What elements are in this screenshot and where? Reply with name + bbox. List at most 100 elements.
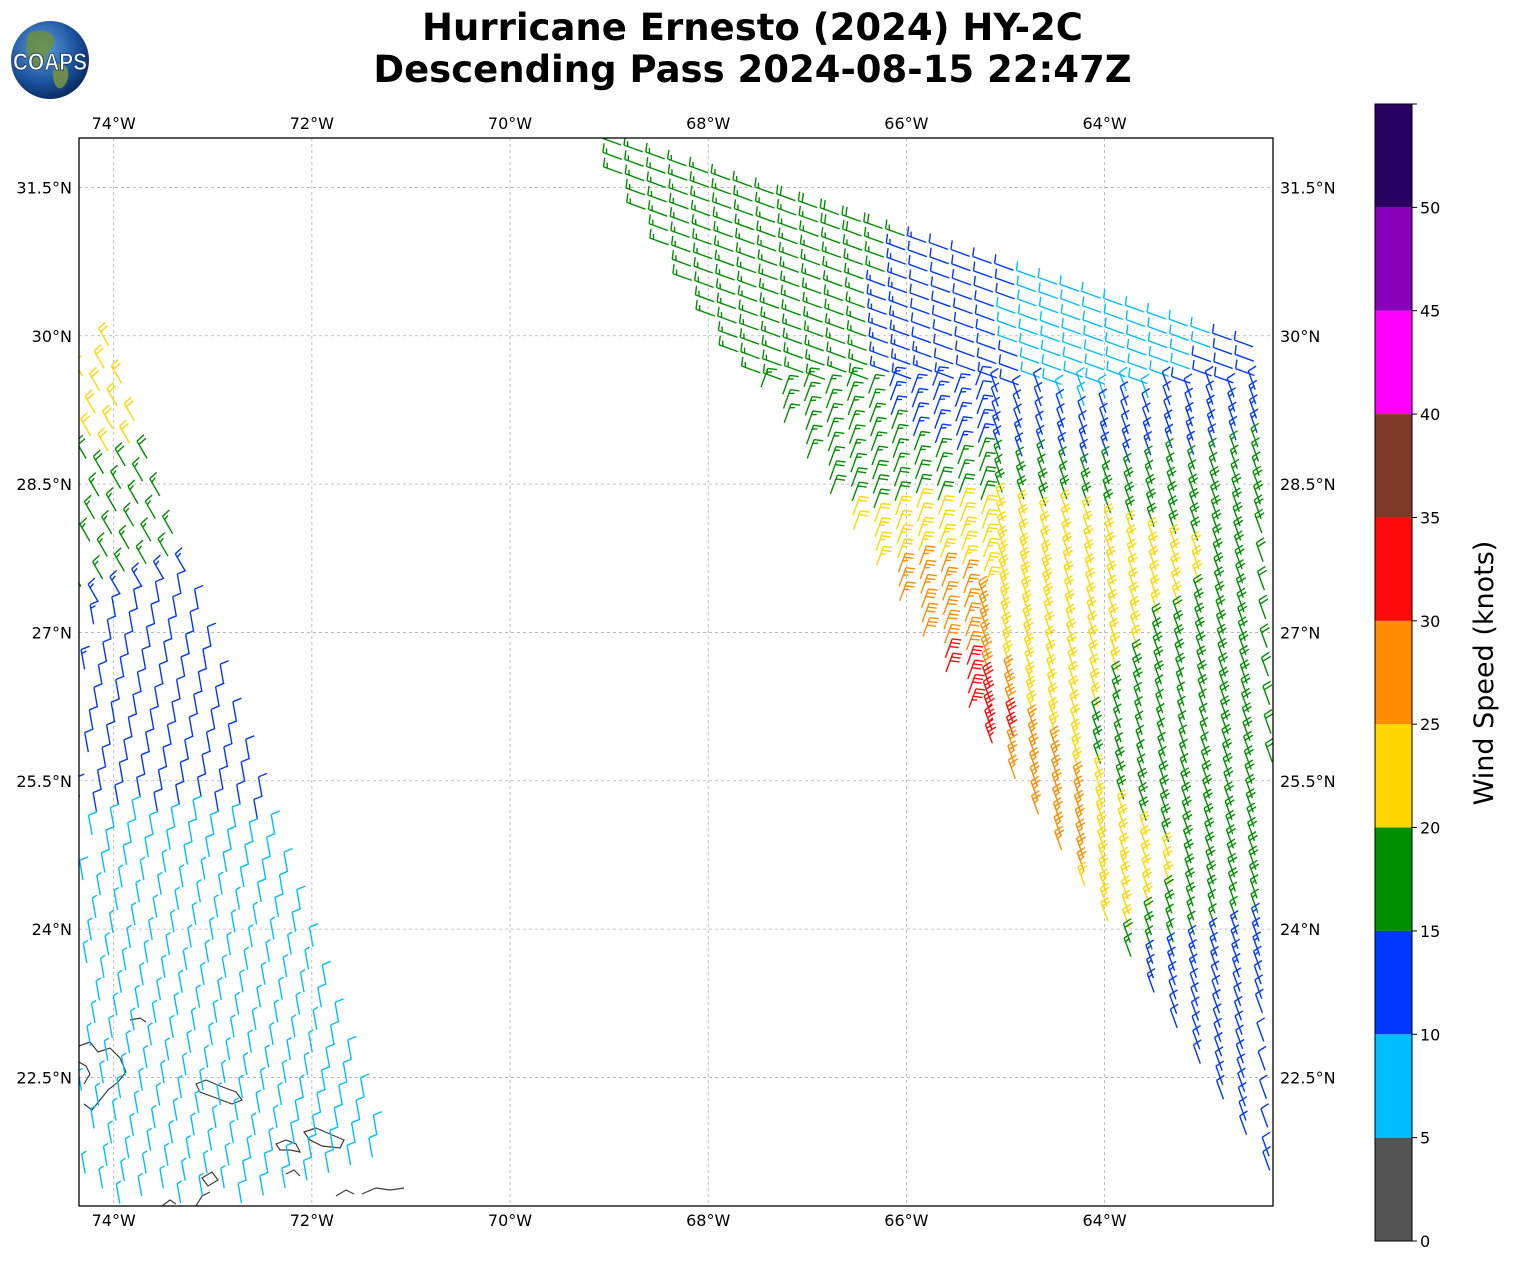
wind-barb xyxy=(151,999,158,1023)
wind-barb xyxy=(1212,338,1233,355)
wind-barb xyxy=(1004,682,1017,708)
wind-barb xyxy=(90,999,97,1024)
wind-barb xyxy=(250,1112,257,1136)
wind-barb xyxy=(135,879,141,903)
wind-barb xyxy=(870,431,888,451)
wind-barb xyxy=(123,735,133,760)
wind-barb xyxy=(944,638,962,658)
wind-barb xyxy=(196,772,207,797)
wind-barb xyxy=(782,327,803,345)
wind-barb xyxy=(251,1006,258,1031)
wind-barb xyxy=(1263,709,1273,734)
wind-barb xyxy=(1052,797,1063,822)
wind-barb xyxy=(783,403,801,424)
wind-barb xyxy=(355,1095,365,1120)
wind-barb xyxy=(802,291,823,309)
colorbar-tick-label: 5 xyxy=(1420,1129,1430,1148)
wind-barb xyxy=(1101,445,1110,471)
wind-barb xyxy=(217,871,224,895)
wind-barb xyxy=(1075,367,1085,392)
wind-barb xyxy=(982,675,995,701)
wind-barb xyxy=(208,1022,214,1046)
wind-barb xyxy=(647,200,668,217)
wind-barb xyxy=(1233,330,1254,348)
wind-barb xyxy=(220,1059,227,1083)
wind-barb xyxy=(825,374,842,395)
wind-barb xyxy=(844,277,865,294)
wind-barb xyxy=(126,924,132,948)
wind-barb xyxy=(984,566,1002,586)
wind-barb xyxy=(214,682,225,707)
wind-barb xyxy=(806,438,824,459)
wind-barb xyxy=(1149,360,1169,377)
wind-barb xyxy=(295,991,301,1015)
wind-barb xyxy=(762,349,782,367)
wind-barb xyxy=(226,825,237,850)
wind-barb xyxy=(1100,896,1111,922)
wind-barb xyxy=(895,509,913,530)
wind-barb xyxy=(1002,639,1013,665)
wind-barb xyxy=(1213,366,1234,384)
lon-label-bottom: 68°W xyxy=(686,1211,730,1230)
wind-barb xyxy=(933,394,951,415)
wind-barb xyxy=(1042,567,1053,593)
wind-barb xyxy=(231,802,241,827)
wind-barb xyxy=(1143,445,1153,470)
wind-barb xyxy=(868,327,889,344)
wind-barb xyxy=(1191,1010,1201,1036)
wind-barb xyxy=(961,530,978,551)
wind-barb xyxy=(84,389,96,414)
wind-barb xyxy=(1081,296,1102,314)
wind-barb xyxy=(123,396,135,422)
wind-barb xyxy=(1061,332,1082,350)
wind-barb xyxy=(115,1180,122,1204)
wind-barb xyxy=(240,757,250,782)
wind-barb xyxy=(117,864,124,888)
wind-barb xyxy=(824,298,844,316)
wind-barb xyxy=(668,192,689,210)
wind-barb xyxy=(88,705,99,730)
wind-barb xyxy=(1095,782,1106,807)
wind-barb xyxy=(146,1127,153,1151)
wind-barb xyxy=(1104,317,1124,335)
wind-barb xyxy=(978,575,989,601)
wind-barb xyxy=(690,199,711,217)
wind-barb xyxy=(1071,732,1082,757)
lat-label-right: 28.5°N xyxy=(1280,475,1336,494)
wind-barb xyxy=(735,242,756,259)
wind-barb xyxy=(118,758,129,783)
wind-barb xyxy=(187,818,198,843)
wind-barb xyxy=(163,1142,170,1166)
wind-barb xyxy=(965,630,983,651)
lon-label-bottom: 64°W xyxy=(1082,1211,1126,1230)
wind-barb xyxy=(1148,345,1169,363)
wind-barb xyxy=(1260,1103,1269,1128)
wind-barb xyxy=(799,220,819,237)
wind-barb xyxy=(935,437,953,458)
wind-barb xyxy=(896,524,914,544)
wind-barb xyxy=(156,977,162,1001)
wind-barb xyxy=(693,257,714,274)
wind-barb xyxy=(173,992,180,1016)
wind-barb xyxy=(829,460,846,480)
wind-barb xyxy=(127,818,137,843)
wind-barb xyxy=(175,675,186,700)
wind-barb xyxy=(1052,782,1063,808)
wind-barb xyxy=(1077,395,1087,421)
wind-barb xyxy=(754,177,774,195)
wind-barb xyxy=(312,1006,319,1030)
wind-barb xyxy=(1075,818,1086,843)
wind-barb xyxy=(825,388,843,409)
wind-barb xyxy=(176,1180,183,1204)
wind-barb xyxy=(208,916,215,940)
wind-barb xyxy=(734,213,755,231)
wind-barb xyxy=(86,1022,92,1046)
wind-barb xyxy=(1103,303,1124,321)
wind-barb xyxy=(953,311,974,329)
wind-barb xyxy=(777,227,798,245)
wind-barb xyxy=(890,348,911,365)
wind-barb xyxy=(1207,888,1217,914)
wind-barb xyxy=(994,268,1015,286)
wind-barb xyxy=(266,832,276,857)
wind-barb xyxy=(82,939,89,964)
